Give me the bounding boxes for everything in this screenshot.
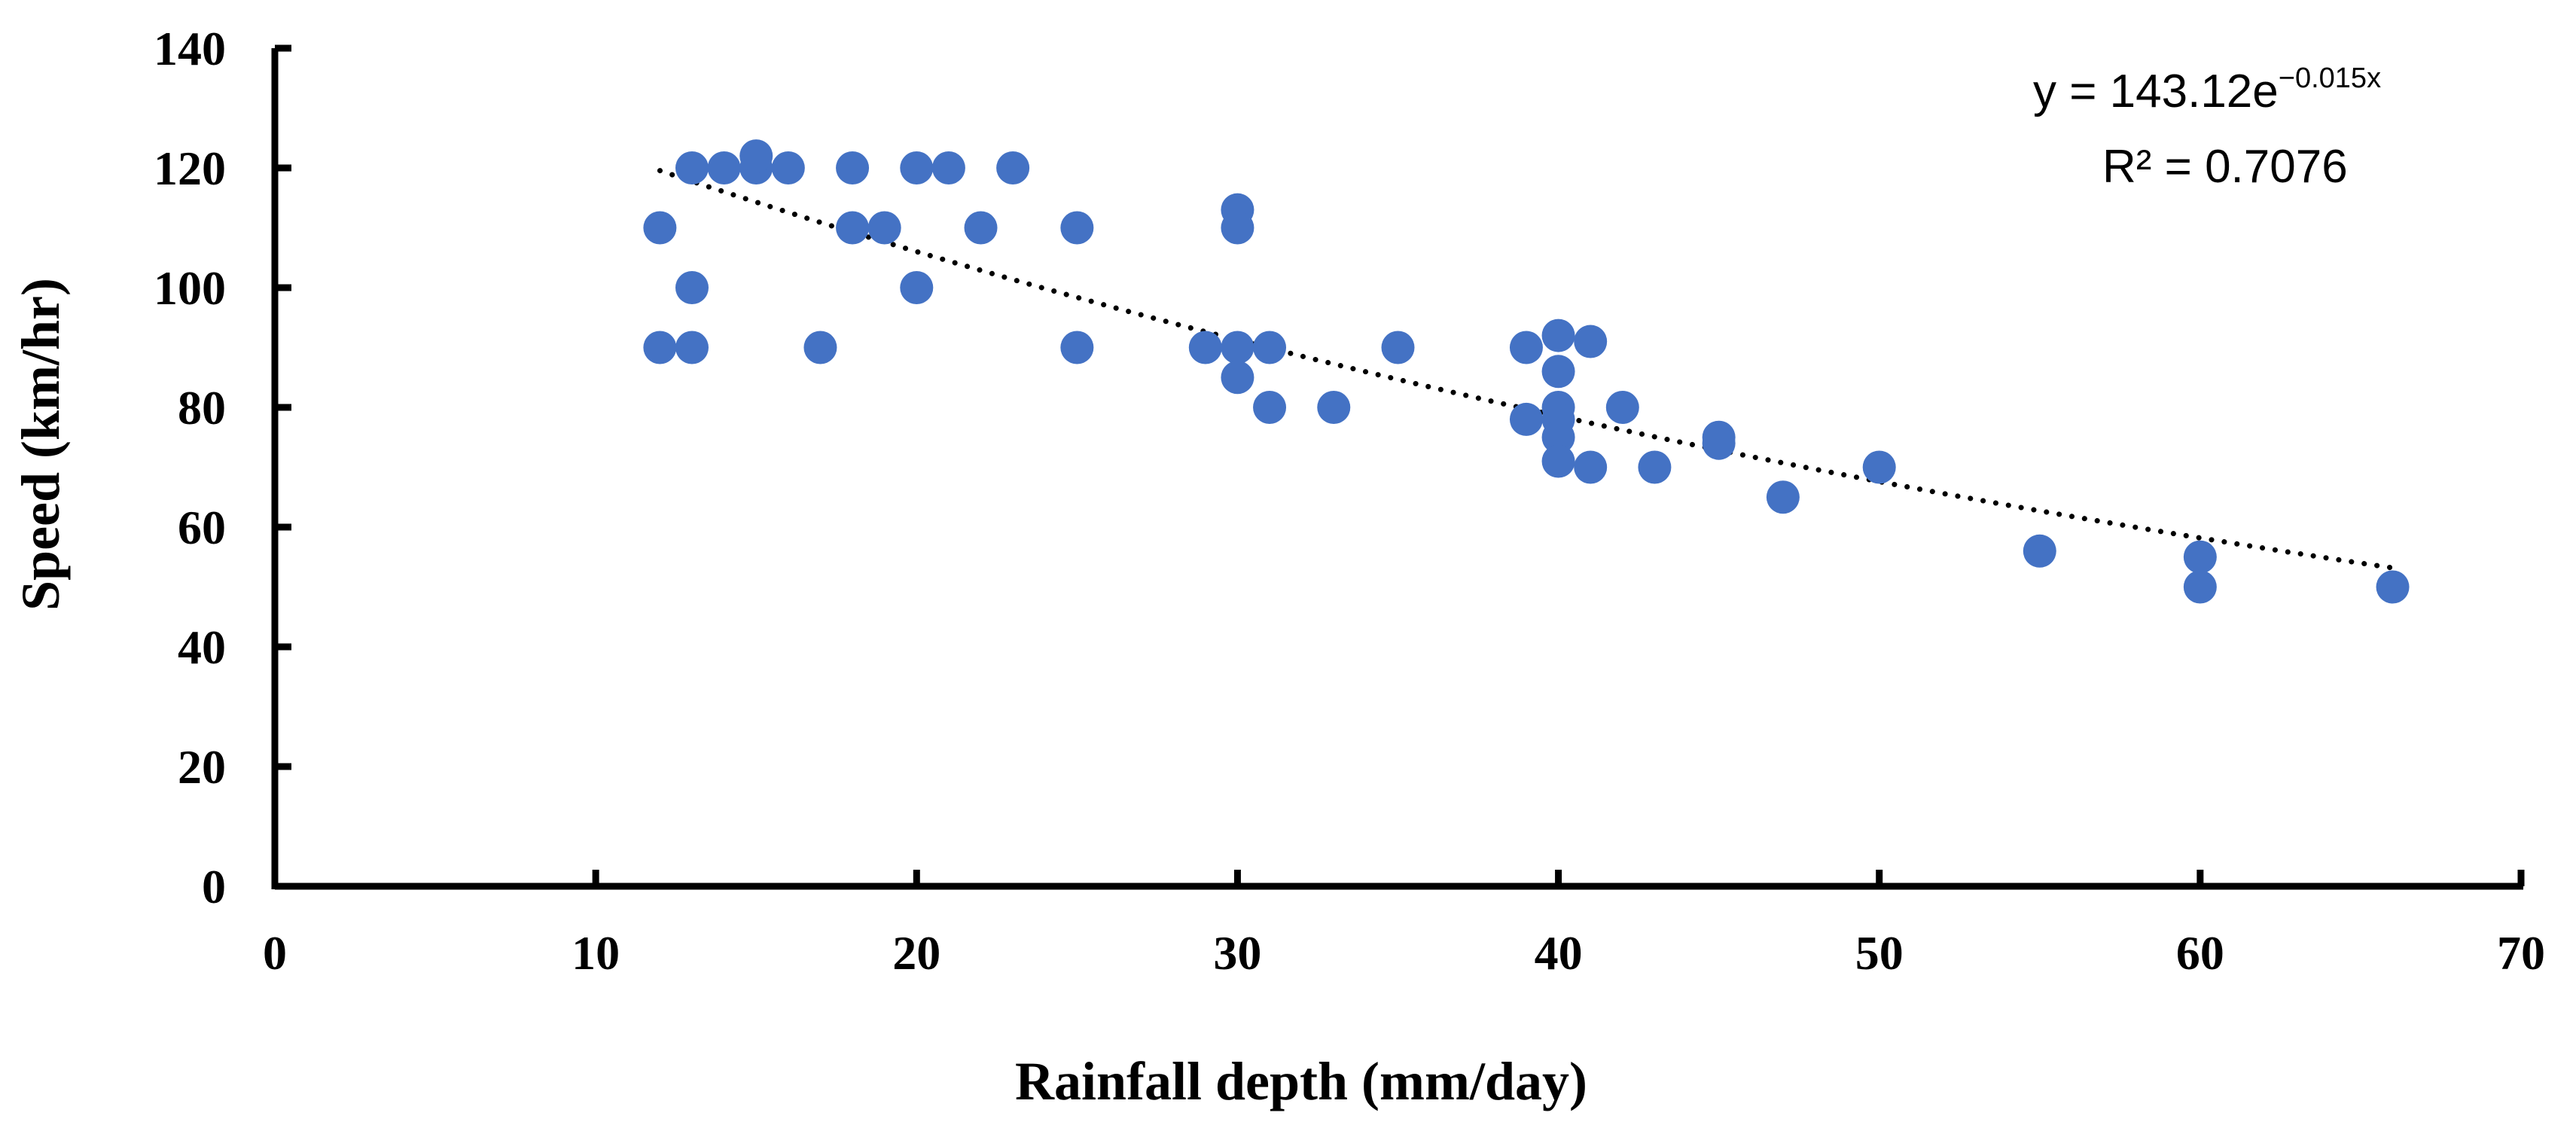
x-tick-label: 20 <box>892 926 940 980</box>
data-point <box>803 331 837 364</box>
data-point <box>836 151 870 184</box>
data-point <box>996 151 1030 184</box>
trendline-equation: y = 143.12e−0.015x <box>2033 62 2381 117</box>
x-tick-label: 0 <box>263 926 287 980</box>
data-point <box>900 151 934 184</box>
x-tick-label: 30 <box>1213 926 1261 980</box>
tick-labels-layer: 0 10 20 30 40 50 60 70 0 20 40 60 80 100 120 140 <box>154 22 2545 980</box>
trendline-equation-base: y = 143.12e <box>2033 66 2279 117</box>
data-point <box>1188 331 1222 364</box>
data-point <box>1317 391 1351 424</box>
data-point <box>1060 211 1094 245</box>
data-point <box>1221 361 1254 395</box>
data-point <box>1702 426 1736 460</box>
y-tick-label: 80 <box>178 381 226 434</box>
trendline <box>657 168 2395 571</box>
data-point <box>1253 331 1287 364</box>
data-point <box>1509 402 1543 436</box>
x-tick-label: 50 <box>1855 926 1904 980</box>
data-point <box>836 211 870 245</box>
data-point <box>2183 570 2217 604</box>
y-tick-label: 120 <box>154 142 226 195</box>
points-layer <box>643 139 2410 604</box>
data-point <box>964 211 998 245</box>
data-point <box>1541 355 1575 389</box>
data-point <box>739 139 773 173</box>
trendline-layer <box>657 168 2395 571</box>
x-axis-title: Rainfall depth (mm/day) <box>1015 1051 1587 1111</box>
data-point <box>1541 444 1575 478</box>
x-tick-label: 40 <box>1535 926 1583 980</box>
data-point <box>1060 331 1094 364</box>
y-tick-label: 60 <box>178 501 226 554</box>
y-tick-label: 140 <box>154 22 226 75</box>
data-point <box>675 331 709 364</box>
data-point <box>675 271 709 304</box>
data-point <box>707 151 741 184</box>
data-point <box>1253 391 1287 424</box>
data-point <box>1574 450 1608 484</box>
trendline-r-squared: R² = 0.7076 <box>2102 141 2348 193</box>
y-axis-title: Speed (km/hr) <box>11 278 71 611</box>
data-point <box>900 271 934 304</box>
y-tick-label: 0 <box>202 860 226 913</box>
x-tick-label: 70 <box>2497 926 2545 980</box>
data-point <box>2183 540 2217 574</box>
y-tick-label: 20 <box>178 740 226 794</box>
data-point <box>2023 534 2056 568</box>
trendline-equation-exponent: −0.015x <box>2279 62 2381 94</box>
data-point <box>2376 570 2410 604</box>
data-point <box>643 211 677 245</box>
data-point <box>1862 450 1896 484</box>
x-tick-label: 60 <box>2176 926 2224 980</box>
data-point <box>1509 331 1543 364</box>
x-tick-label: 10 <box>572 926 620 980</box>
data-point <box>867 211 901 245</box>
data-point <box>1541 420 1575 454</box>
y-tick-label: 40 <box>178 620 226 674</box>
data-point <box>1638 450 1672 484</box>
data-point <box>1221 331 1254 364</box>
data-point <box>675 151 709 184</box>
data-point <box>931 151 965 184</box>
data-point <box>1381 331 1415 364</box>
axes-layer <box>271 44 2525 890</box>
data-point <box>1221 211 1254 245</box>
data-point <box>1541 319 1575 352</box>
data-point <box>1574 325 1608 358</box>
data-point <box>643 331 677 364</box>
data-point <box>1766 480 1800 514</box>
data-point <box>1605 391 1639 424</box>
data-point <box>771 151 805 184</box>
y-tick-label: 100 <box>154 261 226 315</box>
